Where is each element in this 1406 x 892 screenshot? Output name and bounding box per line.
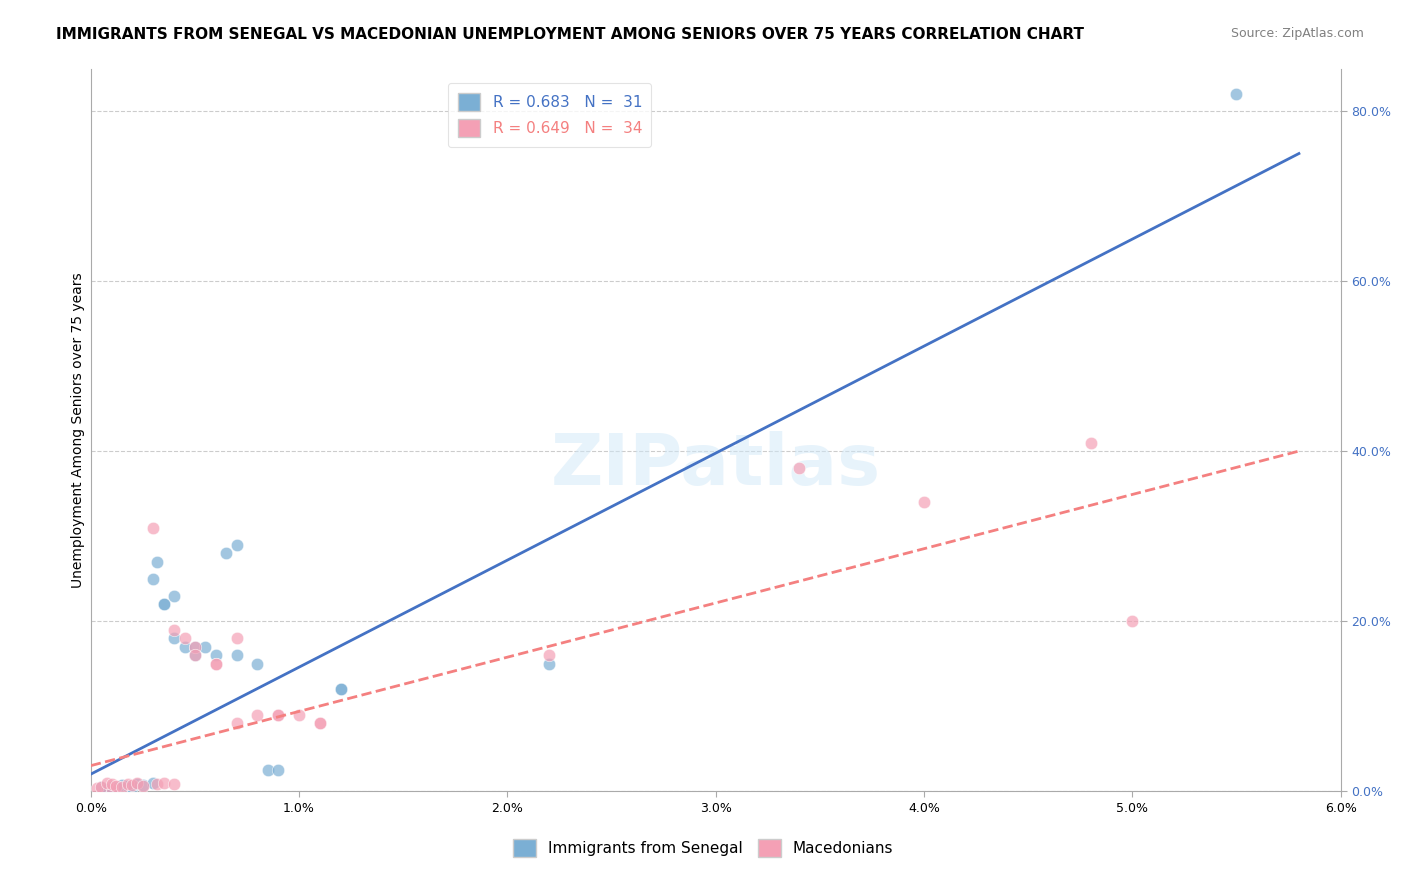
- Point: [173, 631, 195, 645]
- Point: [787, 461, 810, 475]
- Point: [117, 777, 139, 791]
- Point: [111, 780, 134, 794]
- Point: [142, 520, 165, 534]
- Point: [538, 648, 561, 662]
- Point: [104, 779, 127, 793]
- Point: [246, 657, 269, 671]
- Point: [225, 631, 247, 645]
- Point: [215, 546, 238, 560]
- Point: [121, 778, 143, 792]
- Point: [152, 776, 174, 790]
- Point: [267, 707, 290, 722]
- Point: [257, 763, 280, 777]
- Point: [125, 777, 148, 791]
- Point: [132, 779, 155, 793]
- Point: [146, 555, 169, 569]
- Point: [225, 716, 247, 731]
- Y-axis label: Unemployment Among Seniors over 75 years: Unemployment Among Seniors over 75 years: [72, 272, 86, 588]
- Legend: R = 0.683   N =  31, R = 0.649   N =  34: R = 0.683 N = 31, R = 0.649 N = 34: [449, 83, 651, 146]
- Point: [96, 781, 118, 796]
- Point: [309, 716, 332, 731]
- Point: [111, 778, 134, 792]
- Point: [125, 776, 148, 790]
- Point: [329, 682, 352, 697]
- Point: [184, 640, 207, 654]
- Point: [132, 778, 155, 792]
- Point: [225, 538, 247, 552]
- Text: IMMIGRANTS FROM SENEGAL VS MACEDONIAN UNEMPLOYMENT AMONG SENIORS OVER 75 YEARS C: IMMIGRANTS FROM SENEGAL VS MACEDONIAN UN…: [56, 27, 1084, 42]
- Point: [267, 707, 290, 722]
- Point: [163, 631, 186, 645]
- Point: [100, 781, 122, 796]
- Point: [173, 640, 195, 654]
- Point: [204, 657, 226, 671]
- Point: [184, 648, 207, 662]
- Point: [152, 597, 174, 611]
- Point: [204, 648, 226, 662]
- Point: [204, 657, 226, 671]
- Point: [267, 763, 290, 777]
- Legend: Immigrants from Senegal, Macedonians: Immigrants from Senegal, Macedonians: [503, 830, 903, 866]
- Point: [90, 780, 112, 794]
- Point: [225, 648, 247, 662]
- Point: [163, 623, 186, 637]
- Point: [538, 657, 561, 671]
- Point: [152, 597, 174, 611]
- Point: [1225, 87, 1247, 101]
- Point: [1121, 614, 1143, 628]
- Point: [246, 707, 269, 722]
- Point: [142, 776, 165, 790]
- Point: [146, 777, 169, 791]
- Point: [184, 648, 207, 662]
- Point: [142, 572, 165, 586]
- Point: [163, 777, 186, 791]
- Point: [86, 780, 108, 795]
- Point: [121, 780, 143, 794]
- Point: [912, 495, 935, 509]
- Point: [96, 775, 118, 789]
- Point: [1080, 435, 1102, 450]
- Point: [117, 779, 139, 793]
- Point: [184, 640, 207, 654]
- Point: [329, 682, 352, 697]
- Point: [194, 640, 217, 654]
- Point: [90, 780, 112, 794]
- Text: ZIPatlas: ZIPatlas: [551, 432, 880, 500]
- Point: [309, 716, 332, 731]
- Point: [100, 780, 122, 794]
- Text: Source: ZipAtlas.com: Source: ZipAtlas.com: [1230, 27, 1364, 40]
- Point: [288, 707, 311, 722]
- Point: [163, 589, 186, 603]
- Point: [100, 777, 122, 791]
- Point: [104, 780, 127, 795]
